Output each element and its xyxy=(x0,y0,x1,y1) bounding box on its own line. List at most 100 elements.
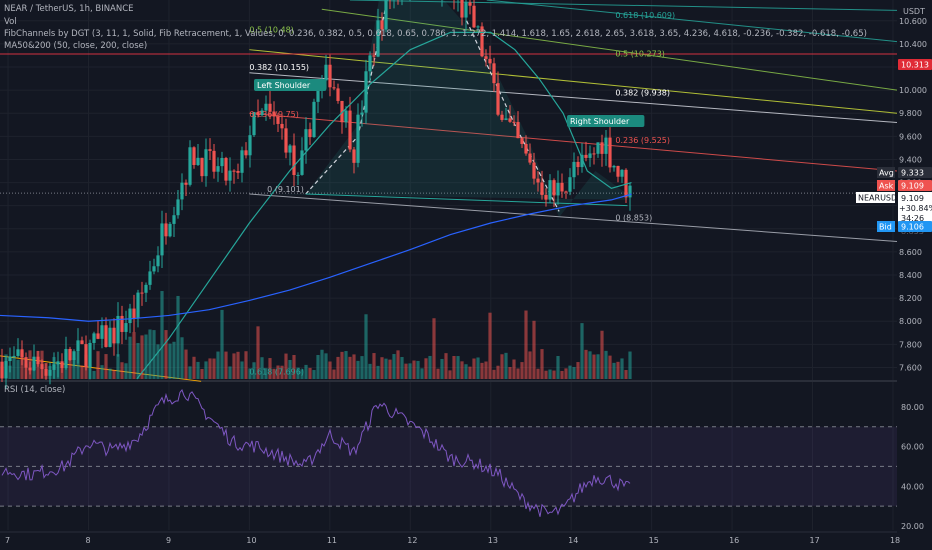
volume-bar xyxy=(624,370,628,379)
volume-bar xyxy=(544,370,548,379)
candle-body xyxy=(560,182,564,192)
volume-bar xyxy=(444,353,448,379)
candle-body xyxy=(500,114,504,120)
volume-bar xyxy=(364,314,368,379)
fib-label: 0 (9.101) xyxy=(267,185,304,194)
volume-bar xyxy=(332,369,336,379)
rsi-tick-label: 20.00 xyxy=(901,522,924,531)
volume-legend[interactable]: Vol xyxy=(4,17,17,27)
ma200-line xyxy=(0,193,632,322)
candle-body xyxy=(592,153,596,155)
volume-bar xyxy=(408,363,412,379)
candle-body xyxy=(384,0,388,30)
fib-label: 0.382 (10.155) xyxy=(249,63,309,72)
volume-bar xyxy=(496,365,500,379)
volume-bar xyxy=(588,351,592,379)
volume-bar xyxy=(300,369,304,379)
volume-bar xyxy=(620,358,624,379)
volume-bar xyxy=(12,355,16,379)
candle-body xyxy=(212,150,216,172)
volume-bar xyxy=(420,368,424,379)
fib-channel-line xyxy=(249,49,898,114)
price-tick-label: 8.400 xyxy=(899,271,922,280)
candle-body xyxy=(576,161,580,168)
volume-bar xyxy=(108,368,112,379)
volume-bar xyxy=(592,354,596,379)
candle-body xyxy=(488,58,492,64)
right-shoulder-label: Right Shoulder xyxy=(570,117,630,126)
price-tick-label: 8.600 xyxy=(899,248,922,257)
rsi-tick-label: 60.00 xyxy=(901,443,924,452)
volume-bar xyxy=(248,368,252,379)
last-price-box xyxy=(898,192,932,225)
volume-bar xyxy=(288,359,292,379)
rsi-legend[interactable]: RSI (14, close) xyxy=(4,385,66,395)
candle-body xyxy=(4,361,8,378)
volume-bar xyxy=(488,312,492,379)
volume-bar xyxy=(96,351,100,379)
candle-body xyxy=(264,103,268,111)
volume-bar xyxy=(424,358,428,379)
time-tick-label: 9 xyxy=(166,536,171,545)
volume-bar xyxy=(480,362,484,379)
volume-bar xyxy=(324,353,328,379)
volume-bar xyxy=(516,368,520,379)
candle-body xyxy=(584,154,588,158)
currency-label: USDT xyxy=(903,7,925,16)
volume-bar xyxy=(432,318,436,379)
symbol-title[interactable]: NEAR / TetherUS, 1h, BINANCE xyxy=(4,4,134,14)
candle-body xyxy=(232,170,236,172)
candle-body xyxy=(88,342,92,368)
candle-body xyxy=(116,315,120,344)
volume-bar xyxy=(484,361,488,379)
volume-bar xyxy=(328,361,332,379)
price-tick-label: 7.800 xyxy=(899,340,922,349)
candle-body xyxy=(208,149,212,151)
candle-body xyxy=(216,166,220,172)
candle-body xyxy=(280,123,284,129)
volume-bar xyxy=(124,363,128,379)
volume-bar xyxy=(532,320,536,379)
bid-label: Bid xyxy=(879,223,892,232)
volume-bar xyxy=(460,361,464,379)
ma-legend[interactable]: MA50&200 (50, close, 200, close) xyxy=(4,41,148,51)
fib-channels-legend[interactable]: FibChannels by DGT (3, 11, 1, Solid, Fib… xyxy=(4,29,867,39)
rsi-line xyxy=(1,389,631,517)
candle-body xyxy=(156,255,160,267)
volume-bar xyxy=(264,368,268,379)
volume-bar xyxy=(580,323,584,379)
time-tick-label: 13 xyxy=(488,536,498,545)
volume-bar xyxy=(292,355,296,379)
volume-bar xyxy=(80,365,84,379)
time-tick-label: 7 xyxy=(5,536,10,545)
candle-body xyxy=(492,63,496,84)
candle-body xyxy=(508,118,512,122)
volume-bar xyxy=(212,358,216,379)
candle-body xyxy=(532,162,536,179)
volume-bar xyxy=(172,341,176,379)
volume-bar xyxy=(228,366,232,379)
volume-bar xyxy=(168,343,172,379)
candle-body xyxy=(256,111,260,116)
price-axis-background xyxy=(897,0,932,550)
volume-bar xyxy=(428,355,432,379)
fib-label: 0 (8.853) xyxy=(615,214,652,223)
bid-value-tag: 9.106 xyxy=(901,223,924,232)
candle-body xyxy=(608,137,612,168)
volume-bar xyxy=(372,353,376,379)
fib-label: 0.236 (9.75) xyxy=(249,110,299,119)
candle-body xyxy=(572,161,576,178)
fib-channel-line xyxy=(349,0,898,11)
candle-body xyxy=(144,284,148,293)
candle-body xyxy=(460,0,464,18)
candle-body xyxy=(180,182,184,200)
volume-bar xyxy=(604,350,608,379)
volume-bar xyxy=(164,330,168,379)
candle-body xyxy=(124,323,128,332)
candle-body xyxy=(312,101,316,138)
candle-body xyxy=(184,182,188,185)
candle-body xyxy=(136,292,140,319)
candle-body xyxy=(12,355,16,357)
